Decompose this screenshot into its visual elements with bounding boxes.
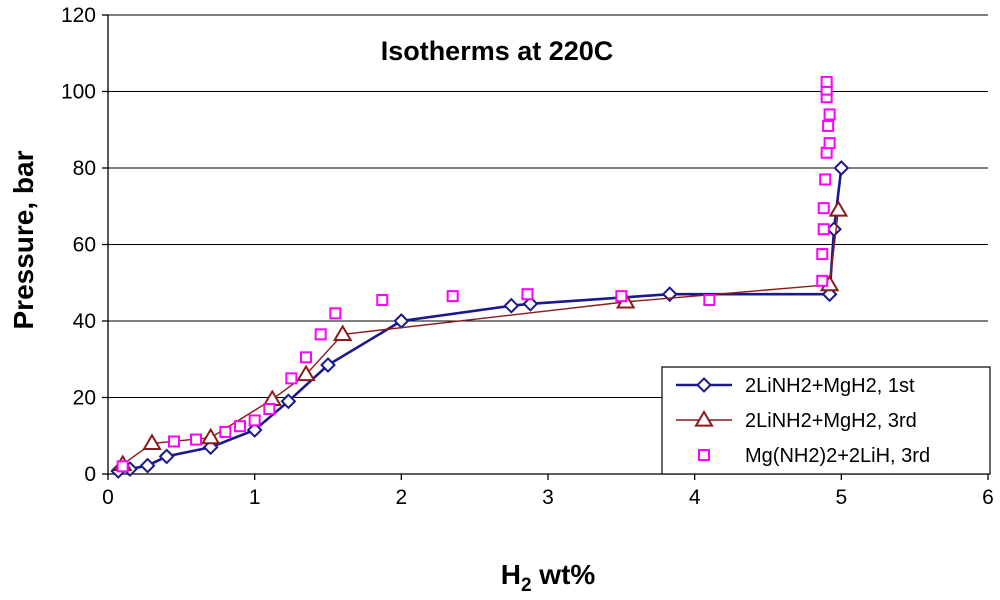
data-point-square-0 [116, 460, 129, 473]
data-point-square-19 [817, 202, 830, 215]
data-point-square-18 [817, 223, 830, 236]
x-axis-label-rest: wt% [532, 559, 596, 590]
legend-marker-diamond [696, 377, 712, 393]
axes: 0 20 40 60 80 100 120 0 1 2 3 4 5 6 [61, 4, 994, 509]
data-point-square-24 [823, 108, 836, 121]
data-point-diamond-5 [246, 422, 263, 438]
data-point-square-21 [820, 146, 833, 159]
y-tick-label-40: 40 [73, 310, 96, 333]
data-point-square-12 [446, 290, 459, 303]
title-box [192, 22, 662, 76]
x-axis-label-subscript: 2 [521, 575, 532, 596]
x-tick-label-3: 3 [542, 486, 554, 509]
x-tick-label-1: 1 [249, 486, 261, 509]
data-point-square-9 [314, 328, 327, 341]
data-point-diamond-3 [158, 448, 175, 465]
data-point-square-20 [819, 173, 832, 186]
data-point-square-27 [820, 75, 833, 88]
data-point-diamond-14 [833, 160, 850, 176]
x-tick-label-4: 4 [689, 486, 701, 509]
x-axis-label: H2 wt% [501, 559, 596, 596]
y-tick-label-80: 80 [73, 157, 96, 180]
data-point-square-23 [822, 119, 835, 132]
data-point-square-8 [300, 351, 312, 364]
y-tick-label-0: 0 [84, 463, 96, 486]
data-point-diamond-9 [503, 297, 520, 314]
y-axis-label: Pressure, bar [8, 150, 39, 329]
legend-label-diamond: 2LiNH2+MgH2, 1st [745, 375, 915, 397]
y-tick-label-20: 20 [73, 387, 96, 410]
y-tick-label-60: 60 [73, 234, 96, 257]
data-point-square-5 [248, 414, 261, 427]
data-point-square-16 [816, 274, 829, 287]
data-point-triangle-2 [200, 427, 221, 445]
data-point-square-11 [376, 293, 389, 306]
data-point-diamond-10 [522, 295, 539, 312]
x-tick-label-5: 5 [835, 486, 847, 509]
data-point-triangle-4 [296, 364, 316, 382]
data-point-triangle-5 [332, 324, 353, 341]
data-point-square-6 [263, 402, 276, 415]
data-point-square-15 [703, 293, 716, 306]
x-tick-label-0: 0 [102, 486, 114, 509]
x-tick-label-6: 6 [982, 486, 994, 509]
data-point-square-14 [615, 290, 628, 303]
legend-marker-triangle [694, 410, 714, 427]
x-axis-label-main: H [501, 559, 521, 590]
data-point-triangle-8 [828, 200, 849, 217]
x-tick-label-2: 2 [395, 486, 407, 509]
data-point-triangle-1 [142, 433, 162, 450]
data-point-square-10 [329, 307, 342, 320]
data-point-diamond-2 [139, 457, 156, 474]
data-point-square-13 [521, 288, 534, 301]
chart-title: Isotherms at 220C [381, 36, 614, 66]
data-point-square-3 [219, 425, 232, 438]
data-point-square-22 [823, 137, 836, 150]
series-square [116, 75, 836, 473]
data-point-diamond-6 [280, 393, 297, 410]
data-point-square-1 [168, 435, 180, 448]
data-series [110, 75, 850, 479]
data-point-square-4 [234, 420, 246, 433]
data-point-diamond-7 [320, 357, 336, 373]
y-tick-label-100: 100 [61, 81, 96, 104]
legend-label-square: Mg(NH2)2+2LiH, 3rd [745, 445, 930, 467]
data-point-square-17 [816, 248, 829, 261]
legend-entries: 2LiNH2+MgH2, 1st 2LiNH2+MgH2, 3rd Mg(NH2)2… [676, 375, 930, 467]
legend-label-triangle: 2LiNH2+MgH2, 3rd [745, 410, 917, 432]
y-tick-label-120: 120 [61, 4, 96, 27]
legend-marker-square [698, 449, 710, 461]
data-point-square-7 [285, 372, 298, 385]
data-point-square-2 [190, 433, 202, 446]
legend: 2LiNH2+MgH2, 1st 2LiNH2+MgH2, 3rd Mg(NH2)2… [661, 366, 991, 475]
